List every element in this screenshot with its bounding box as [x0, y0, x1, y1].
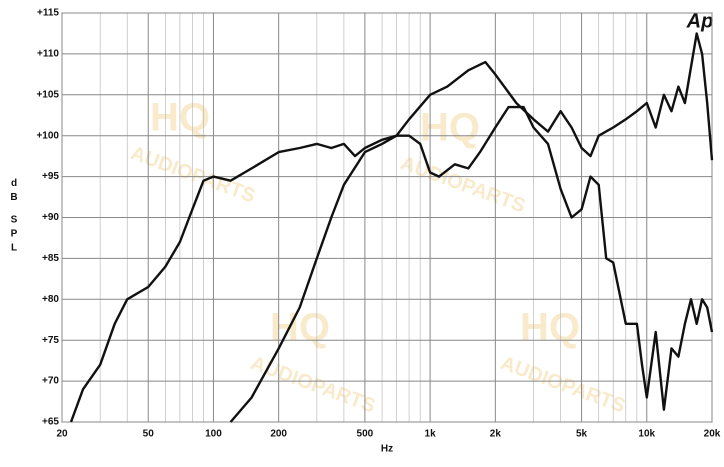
watermark-text: AUDIOPARTS — [498, 352, 628, 417]
watermark-text: AUDIOPARTS — [398, 152, 528, 217]
y-tick-label: +70 — [42, 376, 59, 387]
y-tick-label: +110 — [37, 49, 59, 60]
watermark-text: HQ — [270, 306, 330, 350]
x-tick-label: 5k — [576, 429, 588, 440]
x-tick-label: 1k — [425, 429, 437, 440]
logo: Ap — [686, 10, 714, 32]
x-axis-label: Hz — [381, 444, 393, 455]
y-tick-label: +65 — [42, 417, 59, 428]
x-tick-label: 500 — [357, 429, 374, 440]
x-tick-label: 20 — [56, 429, 68, 440]
watermark-text: AUDIOPARTS — [248, 352, 378, 417]
x-tick-label: 100 — [205, 429, 222, 440]
y-tick-label: +100 — [36, 130, 59, 141]
y-tick-label: +85 — [42, 253, 59, 264]
x-tick-label: 10k — [638, 429, 655, 440]
response-line — [69, 105, 714, 423]
y-tick-label: +115 — [37, 8, 59, 19]
y-tick-label: +75 — [42, 335, 59, 346]
x-tick-label: 50 — [143, 429, 155, 440]
y-tick-label: +105 — [36, 89, 59, 100]
x-tick-label: 2k — [490, 429, 502, 440]
y-tick-label: +90 — [42, 212, 59, 223]
x-tick-label: 200 — [270, 429, 287, 440]
watermark-layer: HQAUDIOPARTSHQAUDIOPARTSHQAUDIOPARTSHQAU… — [128, 96, 628, 418]
watermark-text: HQ — [520, 306, 580, 350]
x-tick-label: 20k — [704, 429, 721, 440]
watermark-text: HQ — [420, 106, 480, 150]
y-tick-label: +80 — [42, 294, 59, 305]
response-line — [229, 32, 714, 423]
y-tick-label: +95 — [42, 171, 59, 182]
